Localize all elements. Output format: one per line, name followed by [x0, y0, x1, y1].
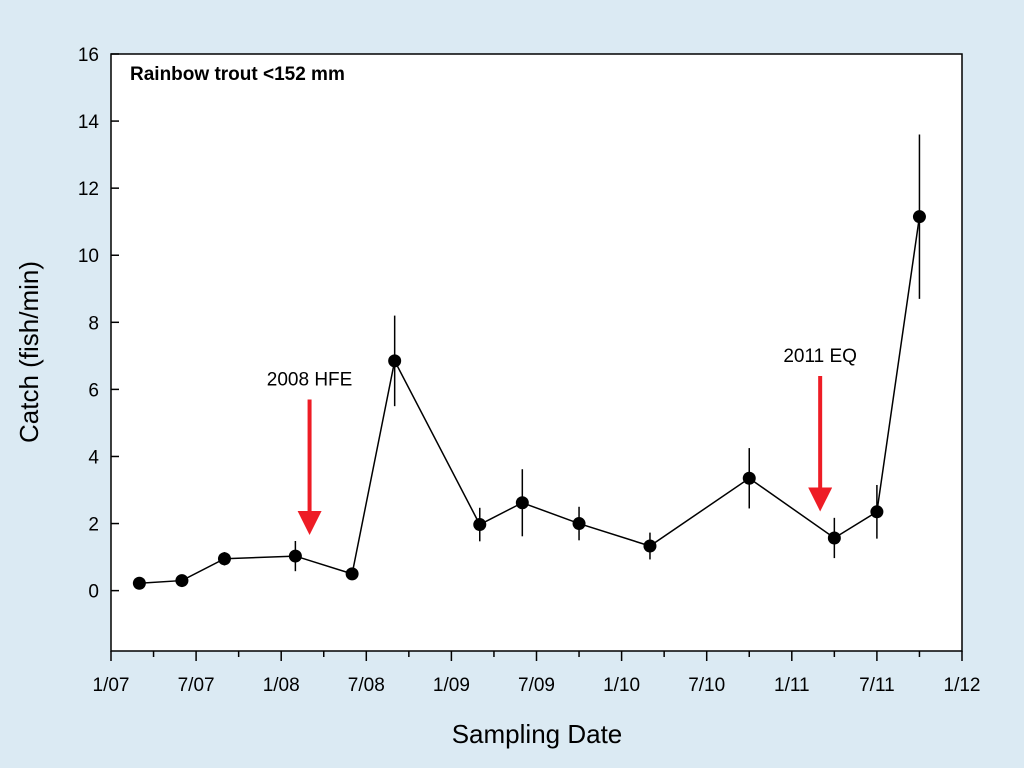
y-tick-label-2: 2: [88, 515, 99, 536]
y-tick-label-14: 14: [78, 112, 100, 133]
x-tick-label-1: 7/07: [178, 675, 215, 696]
x-tick-label-8: 1/11: [774, 675, 810, 696]
x-tick-label-4: 1/09: [433, 675, 470, 696]
annotation-label-1: 2011 EQ: [783, 346, 857, 367]
data-point-4: [345, 567, 359, 581]
x-tick-label-0: 1/07: [93, 675, 130, 696]
annotations: 2008 HFE 2011 EQ: [267, 346, 857, 535]
x-tick-label-10: 1/12: [944, 675, 981, 696]
x-tick-label-6: 1/10: [603, 675, 640, 696]
x-tick-label-5: 7/09: [518, 675, 555, 696]
y-axis: 0 2 4 6 8 10 12 14 16: [78, 45, 119, 603]
data-point-7: [515, 496, 529, 510]
data-point-8: [572, 517, 586, 531]
y-tick-label-8: 8: [88, 313, 99, 334]
x-tick-label-7: 7/10: [688, 675, 725, 696]
x-tick-label-9: 7/11: [859, 675, 895, 696]
data-point-12: [870, 505, 884, 519]
data-point-10: [742, 471, 756, 485]
y-tick-label-6: 6: [88, 380, 99, 401]
annotation-label-0: 2008 HFE: [267, 369, 353, 390]
data-point-11: [827, 531, 841, 545]
data-point-13: [912, 210, 926, 224]
y-tick-label-16: 16: [78, 45, 99, 66]
data-point-0: [132, 576, 146, 590]
x-tick-label-2: 1/08: [263, 675, 300, 696]
y-tick-label-4: 4: [88, 447, 99, 468]
y-tick-label-12: 12: [78, 179, 99, 200]
data-point-1: [175, 574, 189, 588]
plot-area: [110, 53, 963, 652]
y-axis-title: Catch (fish/min): [14, 261, 44, 443]
chart-title: Rainbow trout <152 mm: [130, 64, 345, 85]
data-point-9: [643, 539, 657, 553]
data-point-2: [217, 552, 231, 566]
y-tick-label-10: 10: [78, 246, 99, 267]
data-point-5: [388, 354, 402, 368]
series-line: [139, 216, 921, 584]
data-point-3: [288, 549, 302, 563]
data-point-6: [473, 518, 487, 532]
series-catch: [132, 134, 926, 590]
y-tick-label-0: 0: [88, 582, 99, 603]
x-tick-label-3: 7/08: [348, 675, 385, 696]
x-axis: 1/07 7/07 1/08 7/08 1/09 7/09 1/10 7/10 1/11 7/11…: [93, 651, 981, 696]
x-axis-title: Sampling Date: [452, 719, 623, 749]
